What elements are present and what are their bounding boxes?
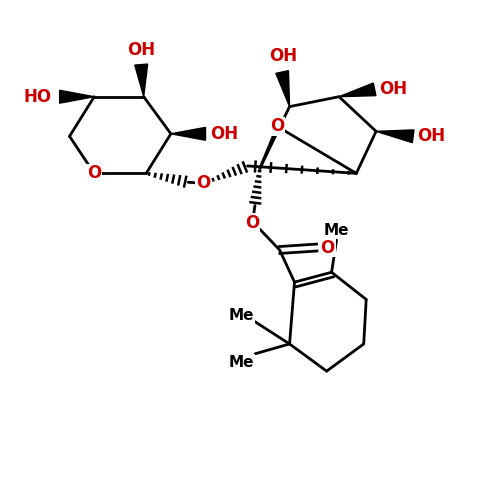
- Text: O: O: [320, 238, 335, 256]
- Polygon shape: [376, 130, 414, 142]
- Text: OH: OH: [380, 80, 407, 98]
- Text: O: O: [87, 164, 102, 182]
- Text: OH: OH: [270, 47, 297, 65]
- Polygon shape: [171, 128, 205, 140]
- Text: Me: Me: [228, 308, 254, 324]
- Polygon shape: [135, 64, 147, 96]
- Text: O: O: [196, 174, 210, 192]
- Polygon shape: [60, 90, 94, 103]
- Text: O: O: [270, 118, 284, 136]
- Text: OH: OH: [418, 128, 446, 146]
- Text: HO: HO: [24, 88, 52, 106]
- Text: O: O: [246, 214, 260, 232]
- Polygon shape: [276, 70, 289, 106]
- Polygon shape: [339, 83, 376, 96]
- Text: OH: OH: [210, 125, 238, 143]
- Text: OH: OH: [127, 41, 156, 58]
- Text: Me: Me: [324, 222, 349, 238]
- Text: Me: Me: [228, 355, 254, 370]
